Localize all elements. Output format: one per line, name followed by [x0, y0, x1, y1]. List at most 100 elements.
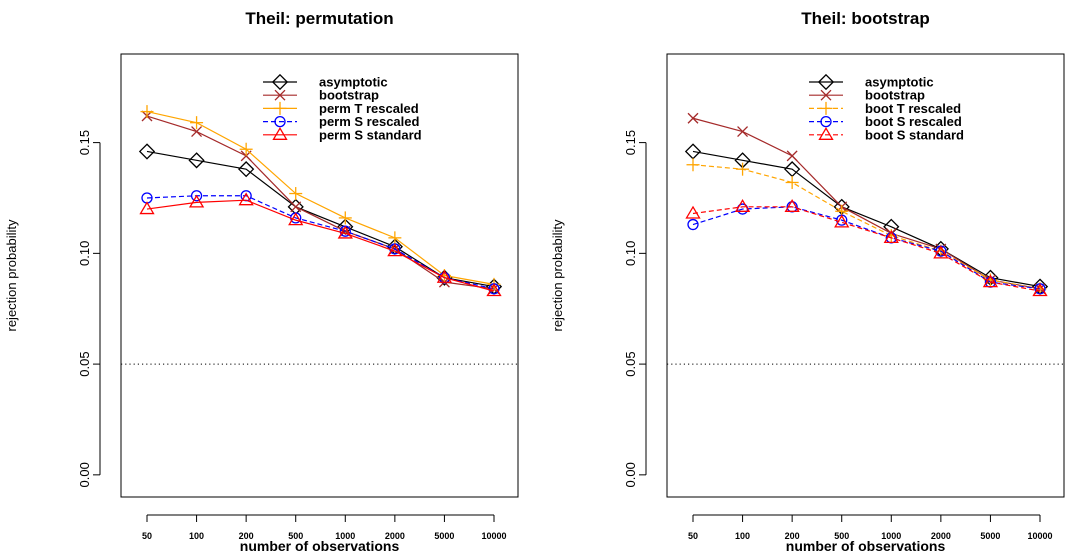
legend-item-asymptotic: asymptotic	[809, 73, 934, 91]
series-perm-s-standard	[139, 192, 502, 297]
x-tick-label: 2000	[931, 531, 951, 541]
data-point	[786, 150, 798, 162]
legend-marker	[272, 127, 288, 140]
x-axis-label: number of observations	[240, 538, 400, 554]
plot-frame	[120, 53, 519, 498]
legend-marker	[271, 73, 289, 91]
legend-label: perm T rescaled	[319, 101, 419, 116]
legend-marker	[819, 101, 833, 115]
series-line	[146, 115, 495, 290]
legend-marker	[274, 115, 286, 128]
series-line	[146, 199, 495, 292]
x-tick-label: 200	[785, 531, 800, 541]
legend-marker	[818, 127, 834, 140]
plot-frame	[666, 53, 1065, 498]
series-line	[692, 164, 1041, 290]
chart-title: Theil: bootstrap	[801, 9, 929, 28]
data-point	[684, 143, 702, 160]
x-tick-label: 500	[288, 531, 303, 541]
y-tick-label: 0.05	[623, 351, 638, 376]
y-tick-label: 0.15	[77, 130, 92, 155]
y-tick-label: 0.10	[623, 241, 638, 266]
legend-label: bootstrap	[319, 88, 379, 103]
legend-label: asymptotic	[319, 75, 388, 90]
x-axis-label: number of observations	[786, 538, 946, 554]
y-axis-label: rejection probability	[550, 219, 565, 332]
data-point	[737, 126, 749, 137]
x-tick-label: 50	[688, 531, 698, 541]
x-tick-label: 1000	[335, 531, 355, 541]
x-tick-label: 500	[834, 531, 849, 541]
data-point	[140, 105, 154, 119]
data-point	[288, 212, 304, 226]
legend-label: asymptotic	[865, 75, 934, 90]
data-point	[238, 192, 254, 206]
x-tick-label: 100	[735, 531, 750, 541]
data-point	[436, 269, 453, 283]
legend-marker	[817, 73, 835, 91]
legend-label: perm S rescaled	[319, 114, 420, 129]
data-point	[138, 143, 156, 160]
x-tick-label: 100	[189, 531, 204, 541]
data-point	[290, 201, 302, 213]
data-point	[486, 283, 502, 297]
series-line	[692, 150, 1041, 288]
data-point	[834, 214, 850, 228]
legend-item-bootstrap: bootstrap	[263, 88, 379, 103]
x-tick-label: 2000	[385, 531, 405, 541]
data-point	[338, 211, 352, 225]
series-line	[692, 206, 1041, 290]
series-line	[692, 206, 1041, 292]
y-axis-label: rejection probability	[4, 219, 19, 332]
legend-marker	[273, 101, 287, 115]
data-point	[685, 205, 701, 219]
legend-label: perm S standard	[319, 127, 422, 142]
data-point	[289, 187, 303, 201]
chart-theil-bootstrap: Theil: bootstrap 0.00 0.05 0.10 0.15 rejectio…	[550, 9, 1065, 554]
data-point	[387, 243, 403, 257]
data-point	[1032, 283, 1048, 297]
series-boot-s-standard	[685, 199, 1048, 297]
data-point	[188, 152, 205, 169]
data-point	[190, 116, 204, 130]
data-point	[734, 199, 751, 212]
legend-label: boot T rescaled	[865, 101, 961, 116]
data-point	[190, 190, 203, 202]
data-point	[883, 230, 899, 243]
legend-item-asymptotic: asymptotic	[263, 73, 388, 91]
data-point	[982, 274, 999, 288]
legend-item-perm-s-rescaled: perm S rescaled	[263, 114, 420, 129]
legend-label: boot S standard	[865, 127, 964, 142]
series-boot-s-rescaled	[687, 201, 1046, 295]
legend-item-boot-s-rescaled: boot S rescaled	[809, 114, 962, 129]
data-point	[785, 175, 799, 189]
data-point	[139, 201, 155, 215]
legend-item-perm-t-rescaled: perm T rescaled	[263, 101, 419, 116]
data-point	[687, 112, 699, 124]
legend-label: bootstrap	[865, 88, 925, 103]
x-tick-label: 5000	[980, 531, 1000, 541]
x-tick-label: 50	[142, 531, 152, 541]
legend-marker	[274, 89, 286, 101]
y-tick-label: 0.00	[623, 462, 638, 487]
data-point	[784, 199, 800, 212]
x-tick-label: 1000	[881, 531, 901, 541]
legend-item-bootstrap: bootstrap	[809, 88, 925, 103]
legend-label: boot S rescaled	[865, 114, 962, 129]
chart-theil-permutation: Theil: permutation 0.00 0.05 0.10 0.15 reject…	[4, 9, 519, 554]
data-point	[736, 162, 750, 176]
data-point	[191, 126, 203, 137]
y-tick-label: 0.00	[77, 462, 92, 487]
series-asymptotic	[684, 143, 1049, 295]
legend-item-boot-s-standard: boot S standard	[809, 127, 964, 142]
x-tick-label: 5000	[434, 531, 454, 541]
y-tick-label: 0.05	[77, 351, 92, 376]
data-point	[238, 161, 255, 178]
data-point	[239, 142, 253, 156]
data-point	[337, 225, 353, 239]
y-tick-label: 0.10	[77, 241, 92, 266]
legend-item-perm-s-standard: perm S standard	[263, 127, 422, 142]
